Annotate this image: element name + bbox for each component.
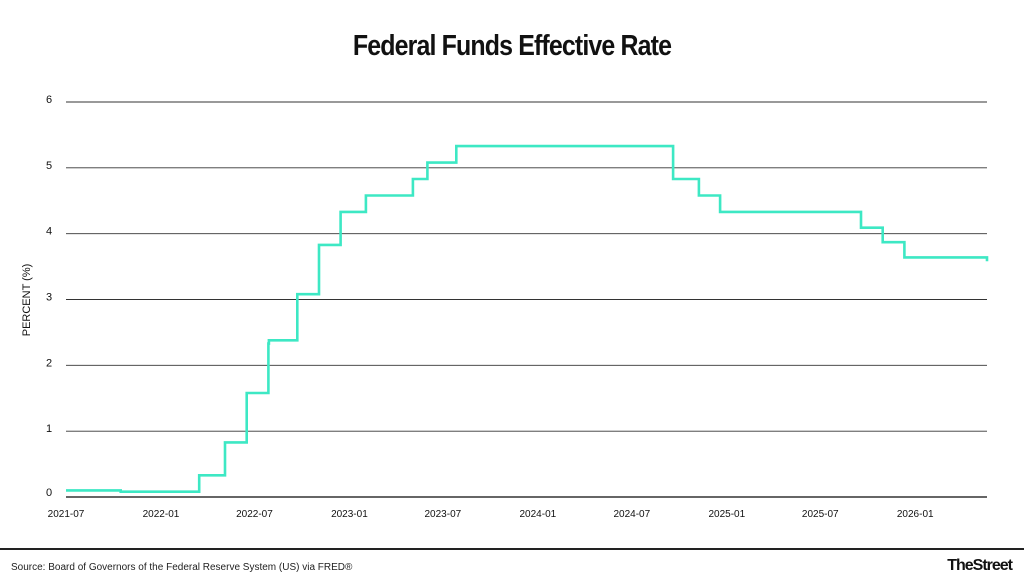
- x-tick-label: 2023-07: [425, 509, 462, 520]
- y-tick-label: 2: [46, 357, 52, 369]
- y-tick-label: 4: [46, 226, 52, 238]
- x-tick-label: 2022-01: [143, 509, 180, 520]
- x-tick-label: 2024-07: [613, 509, 650, 520]
- footer-divider: [0, 548, 1024, 550]
- x-tick-label: 2021-07: [48, 509, 85, 520]
- y-tick-label: 5: [46, 160, 52, 172]
- gridlines: [66, 101, 987, 498]
- x-tick-label: 2023-01: [331, 509, 368, 520]
- x-tick-label: 2026-01: [897, 509, 934, 520]
- brand-logo: TheStreet: [947, 557, 1013, 574]
- series-line: [66, 144, 989, 493]
- chart-title: Federal Funds Effective Rate: [352, 30, 672, 62]
- series-layer: [66, 144, 989, 493]
- x-tick-label: 2025-07: [802, 509, 839, 520]
- x-tick-label: 2025-01: [708, 509, 745, 520]
- y-axis-label: PERCENT (%): [21, 264, 33, 337]
- y-tick-label: 3: [46, 292, 52, 304]
- y-tick-label: 1: [46, 423, 52, 435]
- x-tick-label: 2022-07: [236, 509, 273, 520]
- x-tick-label: 2024-01: [520, 509, 557, 520]
- y-tick-labels: 0 1 2 3 4 5 6: [46, 94, 52, 499]
- source-note: Source: Board of Governors of the Federa…: [11, 562, 353, 573]
- x-tick-labels: 2021-07 2022-01 2022-07 2023-01 2023-07 2024-…: [48, 509, 934, 520]
- y-tick-label: 0: [46, 487, 52, 499]
- y-tick-label: 6: [46, 94, 52, 106]
